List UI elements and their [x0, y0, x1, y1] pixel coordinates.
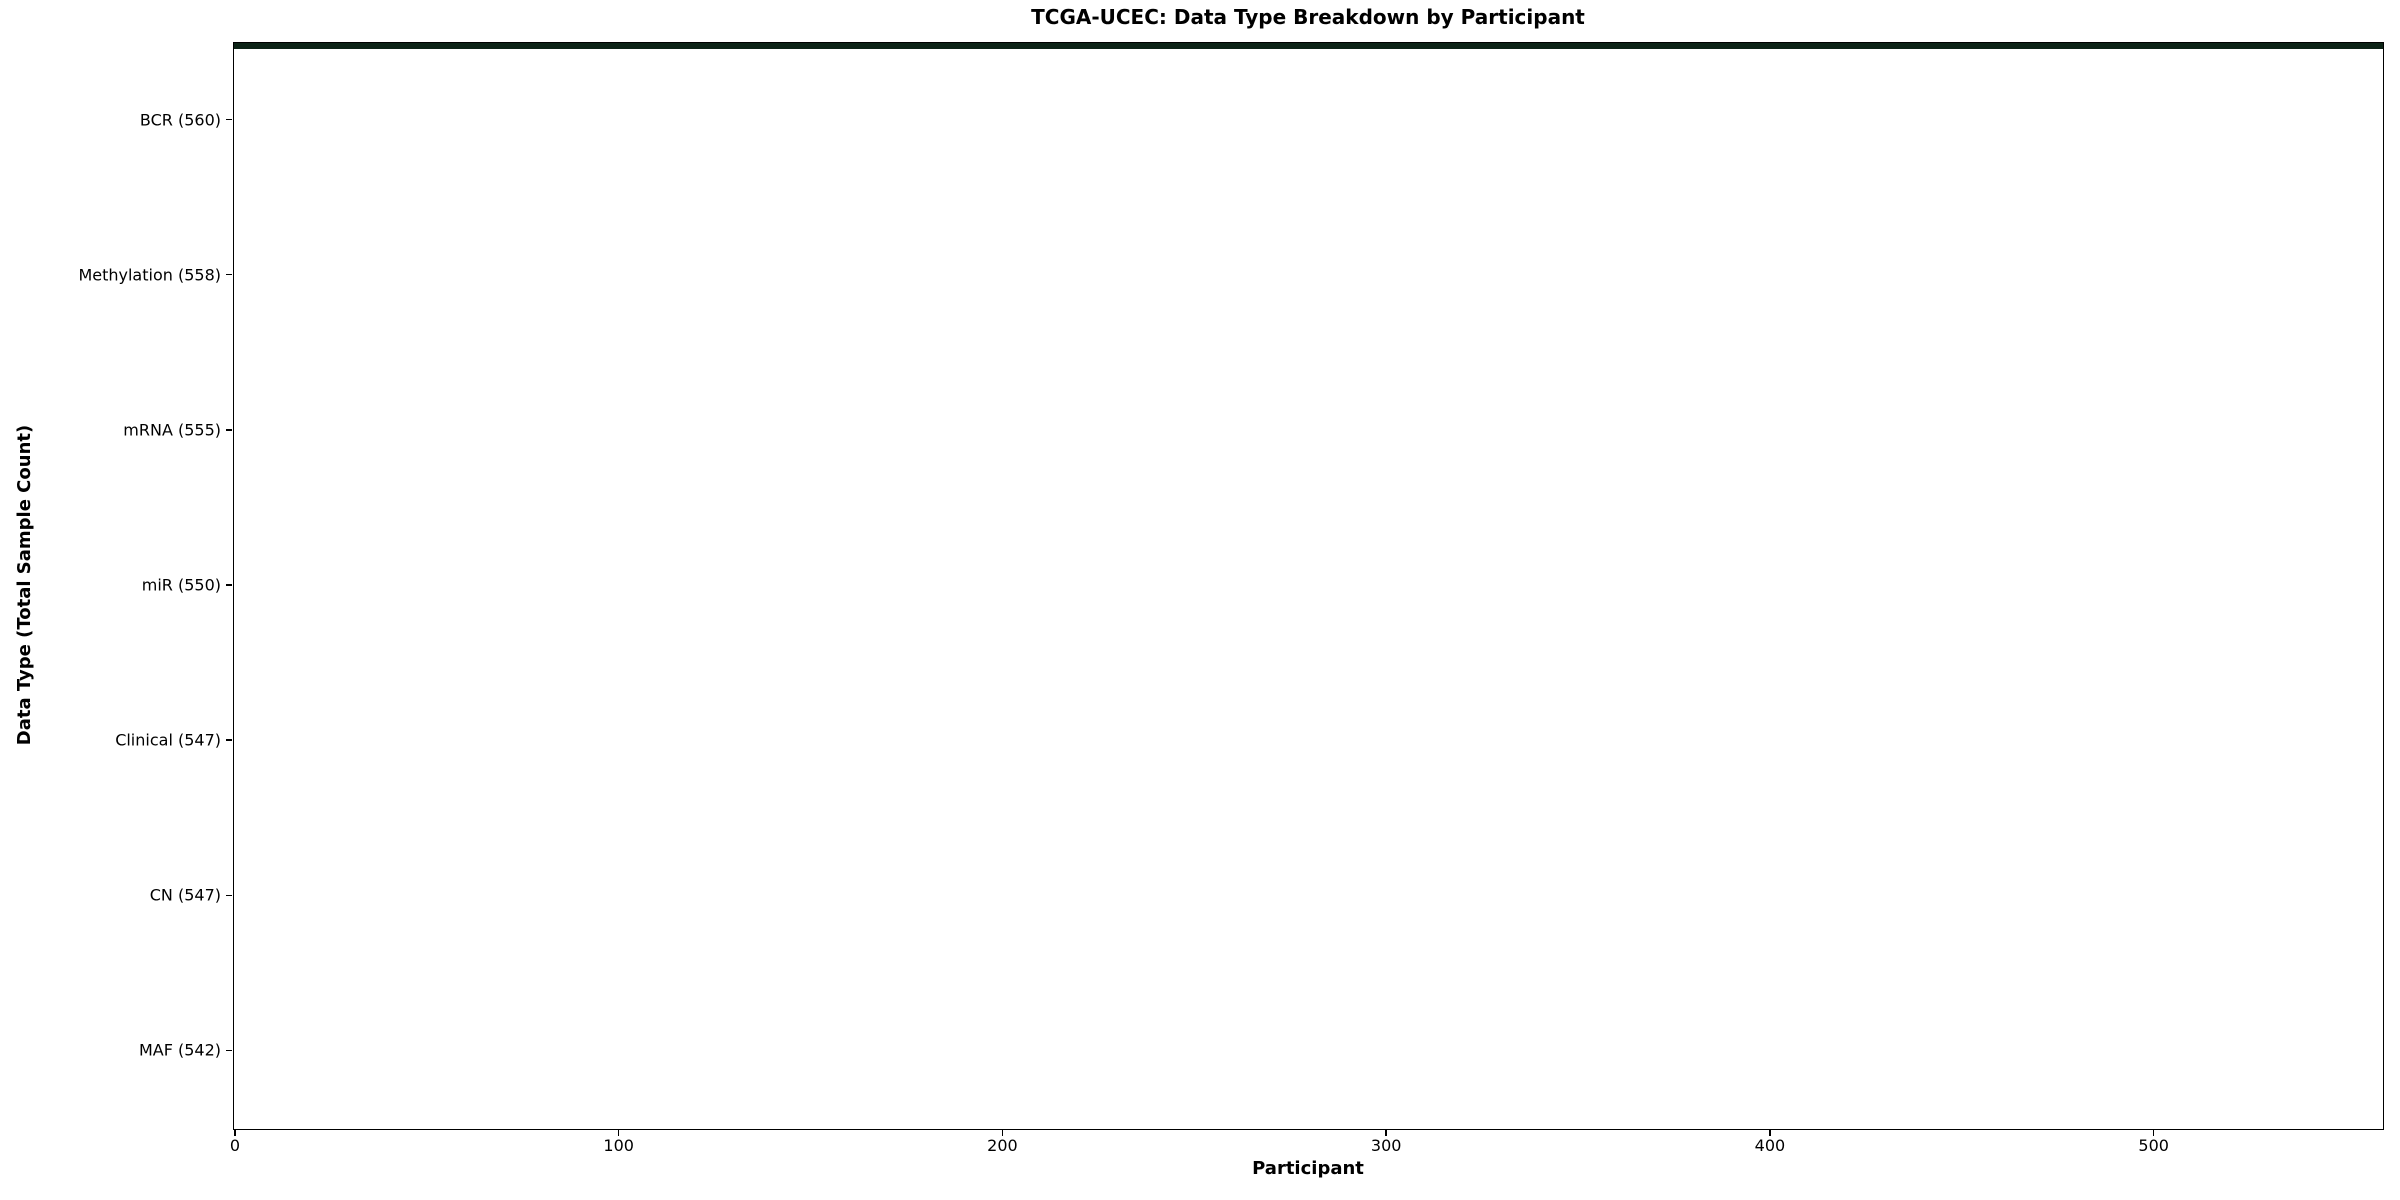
- y-tick-label-mir: miR (550): [141, 575, 221, 595]
- x-tick-label: 0: [229, 1136, 240, 1155]
- x-tick-mark: [1001, 1129, 1004, 1136]
- plot-area: Present Absent: [233, 42, 2384, 1130]
- heatmap-row-mir: [234, 46, 2383, 47]
- x-axis-label: Participant: [1252, 1158, 1364, 1179]
- y-tick-mark: [226, 274, 232, 276]
- y-tick-label-cn: CN (547): [149, 885, 221, 905]
- y-tick-label-mrna: mRNA (555): [123, 420, 221, 440]
- heatmap-row-mrna: [234, 45, 2383, 46]
- y-tick-mark: [226, 739, 232, 741]
- x-tick-label: 500: [2138, 1136, 2169, 1155]
- y-tick-label-bcr: BCR (560): [139, 110, 221, 130]
- y-tick-mark: [226, 584, 232, 586]
- y-tick-mark: [226, 1049, 232, 1052]
- chart-title: TCGA-UCEC: Data Type Breakdown by Partic…: [1031, 5, 1585, 29]
- heatmap-row-clinical: [234, 47, 2383, 48]
- heatmap-rows: [234, 43, 2383, 49]
- x-tick-mark: [1385, 1129, 1387, 1136]
- x-tick-mark: [617, 1129, 620, 1136]
- y-tick-label-maf: MAF (542): [138, 1040, 221, 1060]
- y-tick-mark: [226, 118, 232, 121]
- x-tick-mark: [234, 1129, 236, 1136]
- y-tick-mark: [226, 429, 232, 431]
- heatmap-row-bcr: [234, 43, 2383, 44]
- heatmap-row-cn: [234, 48, 2383, 49]
- x-tick-mark: [2152, 1129, 2155, 1136]
- x-tick-label: 100: [603, 1136, 634, 1155]
- x-tick-mark: [1769, 1129, 1771, 1136]
- y-tick-label-methylation: Methylation (558): [78, 265, 221, 285]
- x-tick-label: 200: [987, 1136, 1018, 1155]
- x-tick-label: 300: [1370, 1136, 1402, 1155]
- heatmap-row-methylation: [234, 44, 2383, 45]
- y-tick-label-clinical: Clinical (547): [115, 730, 221, 750]
- x-tick-label: 400: [1754, 1136, 1786, 1155]
- y-tick-mark: [226, 894, 232, 896]
